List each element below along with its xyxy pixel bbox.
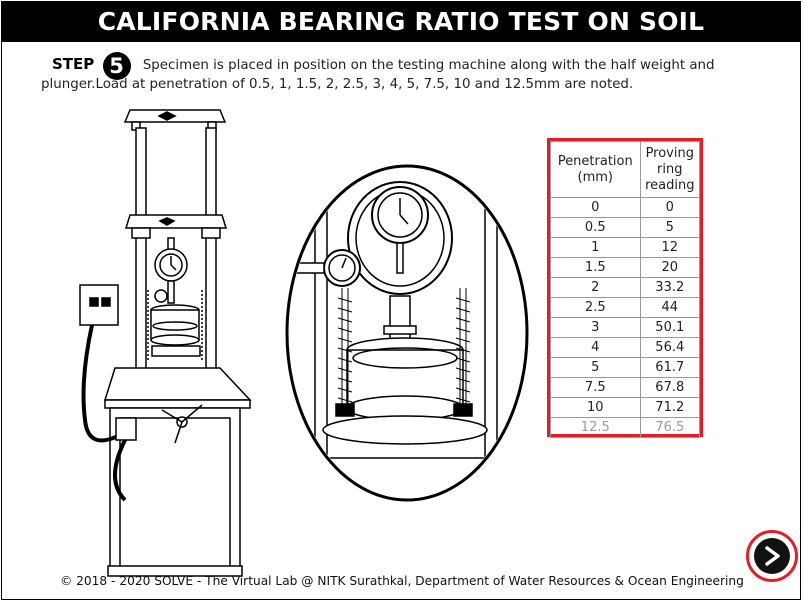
page-title: CALIFORNIA BEARING RATIO TEST ON SOIL <box>2 2 800 42</box>
reading-cell: 12 <box>639 237 701 258</box>
reading-cell: 20 <box>639 257 701 278</box>
copyright-footer: © 2018 - 2020 SOLVE - The Virtual Lab @ … <box>60 574 744 588</box>
penetration-cell: 1.5 <box>550 257 641 278</box>
step-label: STEP <box>52 55 95 73</box>
penetration-cell: 5 <box>550 357 641 378</box>
step-instruction: STEP 5 Specimen is placed in position on… <box>41 52 772 92</box>
chevron-right-icon <box>765 546 780 566</box>
penetration-cell: 2.5 <box>550 297 641 318</box>
penetration-cell: 10 <box>550 397 641 418</box>
table-row: 4 56.4 <box>550 337 701 358</box>
table-row: 0.5 5 <box>550 217 701 238</box>
step-description-line1: Specimen is placed in position on the te… <box>142 58 715 73</box>
reading-cell: 76.5 <box>639 417 701 438</box>
reading-column-header: Proving ring reading <box>639 141 701 198</box>
table-row: 1.5 20 <box>550 257 701 278</box>
penetration-cell: 2 <box>550 277 641 298</box>
reading-cell: 5 <box>639 217 701 238</box>
penetration-cell: 1 <box>550 237 641 258</box>
reading-cell: 33.2 <box>639 277 701 298</box>
reading-cell: 56.4 <box>639 337 701 358</box>
penetration-cell: 7.5 <box>550 377 641 398</box>
table-row: 2.5 44 <box>550 297 701 318</box>
zoom-detail-illustration <box>285 164 529 502</box>
step-number-badge: 5 <box>102 52 131 80</box>
step-description-line2: plunger.Load at penetration of 0.5, 1, 1… <box>41 77 634 92</box>
reading-cell: 61.7 <box>639 357 701 378</box>
table-header-row: Penetration (mm) Proving ring reading <box>550 141 701 198</box>
reading-cell: 0 <box>639 197 701 218</box>
cbr-machine-illustration <box>79 109 252 577</box>
reading-cell: 67.8 <box>639 377 701 398</box>
table-row: 2 33.2 <box>550 277 701 298</box>
table-row: 1 12 <box>550 237 701 258</box>
reading-cell: 71.2 <box>639 397 701 418</box>
penetration-cell: 4 <box>550 337 641 358</box>
penetration-cell: 3 <box>550 317 641 338</box>
table-row: 3 50.1 <box>550 317 701 338</box>
table-row: 7.5 67.8 <box>550 377 701 398</box>
reading-cell: 50.1 <box>639 317 701 338</box>
table-row: 12.5 76.5 <box>550 417 701 438</box>
table-row: 5 61.7 <box>550 357 701 378</box>
penetration-cell: 0.5 <box>550 217 641 238</box>
next-step-button[interactable] <box>746 530 798 582</box>
penetration-column-header: Penetration (mm) <box>550 141 641 198</box>
table-row: 10 71.2 <box>550 397 701 418</box>
penetration-cell: 12.5 <box>550 417 641 438</box>
reading-cell: 44 <box>639 297 701 318</box>
penetration-cell: 0 <box>550 197 641 218</box>
